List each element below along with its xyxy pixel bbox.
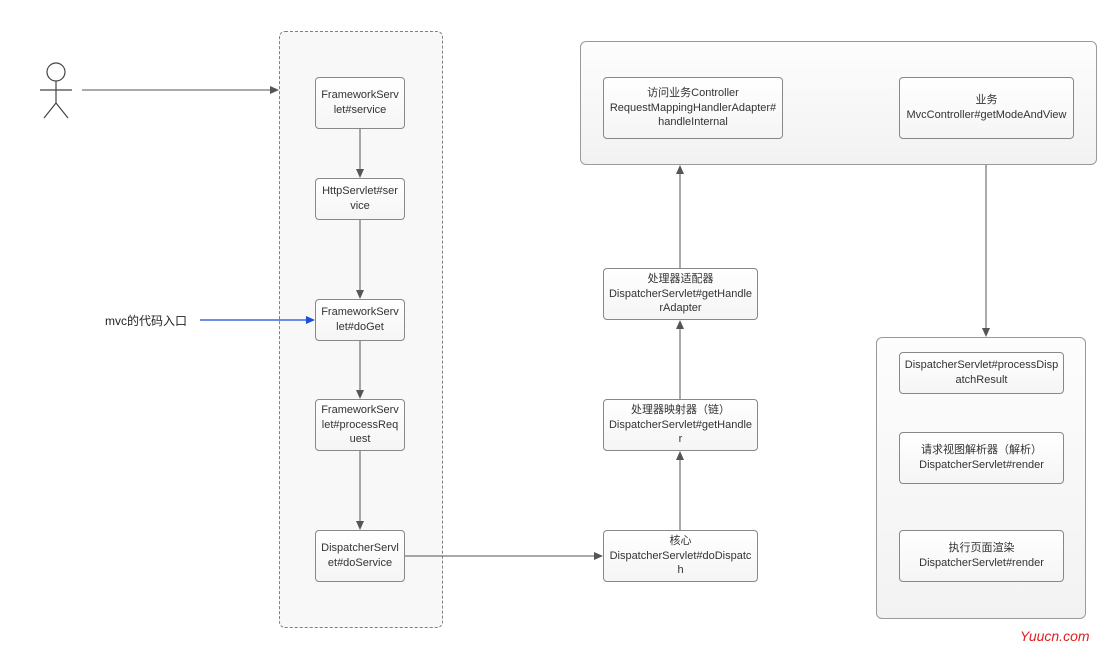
actor-icon: [40, 63, 72, 118]
node-handleinternal: 访问业务ControllerRequestMappingHandlerAdapt…: [603, 77, 783, 139]
node-http-service: HttpServlet#service: [315, 178, 405, 220]
node-dispatcher-dodispatch: 核心DispatcherServlet#doDispatch: [603, 530, 758, 582]
node-render-exec: 执行页面渲染DispatcherServlet#render: [899, 530, 1064, 582]
label-mvc-entry: mvc的代码入口: [105, 312, 187, 329]
edge-actor-n1: [82, 86, 279, 94]
node-dispatcher-gethandler: 处理器映射器（链）DispatcherServlet#getHandler: [603, 399, 758, 451]
edge-n8-c2: [676, 165, 684, 268]
node-mvccontroller: 业务MvcController#getModeAndView: [899, 77, 1074, 139]
watermark: Yuucn.com: [1020, 628, 1090, 644]
node-framework-service: FrameworkServlet#service: [315, 77, 405, 129]
edge-n7-n8: [676, 320, 684, 399]
node-framework-processrequest: FrameworkServlet#processRequest: [315, 399, 405, 451]
node-processdispatchresult: DispatcherServlet#processDispatchResult: [899, 352, 1064, 394]
edge-n10-c3: [982, 165, 990, 337]
edge-n6-n7: [676, 451, 684, 530]
node-dispatcher-gethandleradapter: 处理器适配器DispatcherServlet#getHandlerAdapte…: [603, 268, 758, 320]
node-dispatcher-doservice: DispatcherServlet#doService: [315, 530, 405, 582]
node-framework-doget: FrameworkServlet#doGet: [315, 299, 405, 341]
node-render-resolve: 请求视图解析器（解析）DispatcherServlet#render: [899, 432, 1064, 484]
